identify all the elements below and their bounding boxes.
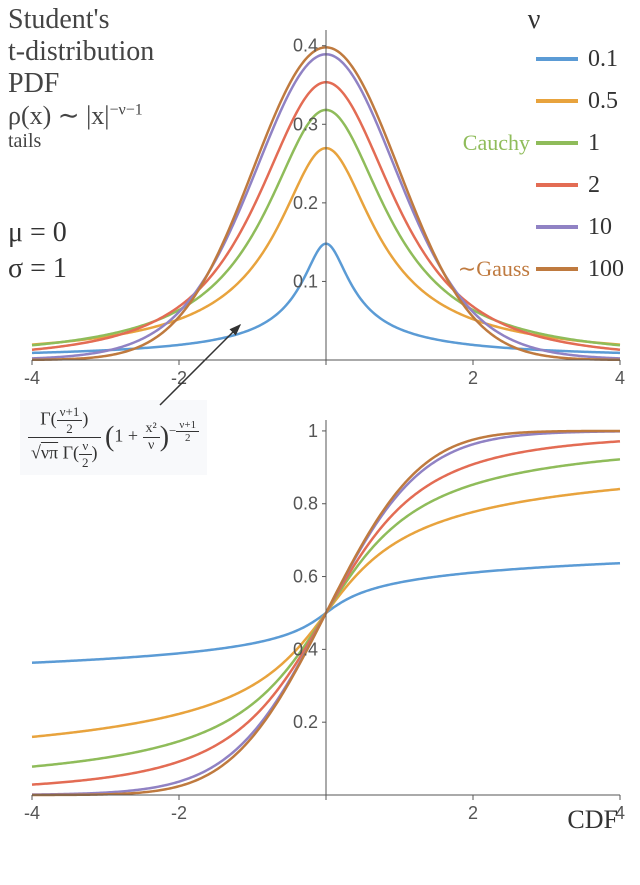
svg-text:1: 1 bbox=[308, 421, 318, 441]
cdf-label: CDF bbox=[567, 805, 618, 835]
svg-text:0.2: 0.2 bbox=[293, 712, 318, 732]
svg-text:0.8: 0.8 bbox=[293, 494, 318, 514]
svg-text:4: 4 bbox=[615, 368, 625, 388]
svg-text:-4: -4 bbox=[24, 368, 40, 388]
svg-text:0.2: 0.2 bbox=[293, 193, 318, 213]
svg-text:0.6: 0.6 bbox=[293, 567, 318, 587]
svg-text:-4: -4 bbox=[24, 803, 40, 823]
pdf-formula: Γ(ν+12) √νπ Γ(ν2) (1 + x²ν)−ν+12 bbox=[20, 400, 207, 475]
svg-text:-2: -2 bbox=[171, 368, 187, 388]
pdf-chart: -4 -2 2 4 0.1 0.2 0.3 0.4 bbox=[0, 20, 640, 395]
svg-text:0.4: 0.4 bbox=[293, 36, 318, 56]
svg-text:2: 2 bbox=[468, 803, 478, 823]
svg-text:0.1: 0.1 bbox=[293, 271, 318, 291]
svg-text:0.3: 0.3 bbox=[293, 114, 318, 134]
svg-text:0.4: 0.4 bbox=[293, 639, 318, 659]
svg-text:-2: -2 bbox=[171, 803, 187, 823]
svg-text:2: 2 bbox=[468, 368, 478, 388]
